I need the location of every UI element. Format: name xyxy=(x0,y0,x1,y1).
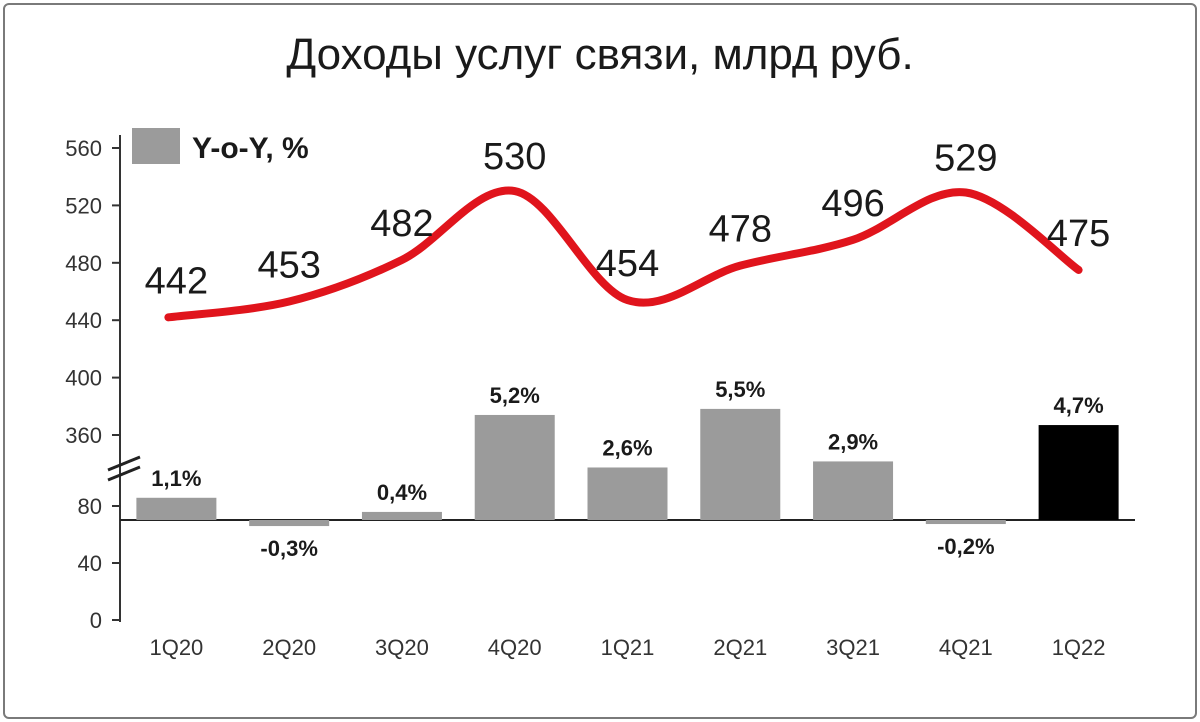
legend-label: Y-o-Y, % xyxy=(192,132,309,165)
bar-data-label: 2,6% xyxy=(602,435,652,460)
bar xyxy=(813,461,894,520)
bar-data-label: -0,2% xyxy=(937,534,994,559)
x-tick-label: 1Q21 xyxy=(601,635,655,660)
line-data-label: 482 xyxy=(370,203,433,245)
line-data-label: 454 xyxy=(596,243,659,285)
bar xyxy=(474,414,555,520)
line-data-label: 453 xyxy=(257,245,320,287)
axis-break-mark xyxy=(107,455,141,472)
bar-data-label: 4,7% xyxy=(1054,393,1104,418)
y-tick-label: 560 xyxy=(65,136,102,161)
y-tick-label: 440 xyxy=(65,308,102,333)
bar xyxy=(136,497,217,520)
chart-title: Доходы услуг связи, млрд руб. xyxy=(286,30,914,79)
y-tick-label: 40 xyxy=(78,551,102,576)
bar xyxy=(1038,425,1119,520)
bar xyxy=(249,520,330,527)
y-tick-label: 400 xyxy=(65,366,102,391)
bar xyxy=(925,520,1006,525)
bar xyxy=(700,408,781,520)
x-tick-label: 3Q21 xyxy=(826,635,880,660)
line-data-label: 478 xyxy=(709,209,772,251)
bar-data-label: -0,3% xyxy=(260,536,317,561)
line-data-label: 529 xyxy=(934,137,997,179)
y-tick-label: 360 xyxy=(65,423,102,448)
y-tick-label: 520 xyxy=(65,193,102,218)
y-tick-label: 80 xyxy=(78,494,102,519)
x-tick-label: 1Q20 xyxy=(149,635,203,660)
line-data-label: 442 xyxy=(145,260,208,302)
bar-data-label: 0,4% xyxy=(377,480,427,505)
bar xyxy=(587,467,668,520)
bar-data-label: 2,9% xyxy=(828,429,878,454)
chart-frame xyxy=(3,3,1197,719)
line-data-label: 496 xyxy=(821,183,884,225)
bar-data-label: 5,5% xyxy=(715,377,765,402)
y-tick-label: 0 xyxy=(90,608,102,633)
x-tick-label: 1Q22 xyxy=(1052,635,1106,660)
bar-data-label: 1,1% xyxy=(151,466,201,491)
y-tick-label: 480 xyxy=(65,251,102,276)
bar xyxy=(361,511,442,520)
x-tick-label: 2Q21 xyxy=(713,635,767,660)
revenue-line xyxy=(164,186,1083,322)
x-tick-label: 4Q20 xyxy=(488,635,542,660)
line-data-label: 530 xyxy=(483,136,546,178)
x-tick-label: 2Q20 xyxy=(262,635,316,660)
bar-data-label: 5,2% xyxy=(490,383,540,408)
x-tick-label: 4Q21 xyxy=(939,635,993,660)
axis-break-mark xyxy=(107,465,141,482)
line-data-label: 475 xyxy=(1047,213,1110,255)
legend-swatch xyxy=(132,128,180,164)
x-tick-label: 3Q20 xyxy=(375,635,429,660)
